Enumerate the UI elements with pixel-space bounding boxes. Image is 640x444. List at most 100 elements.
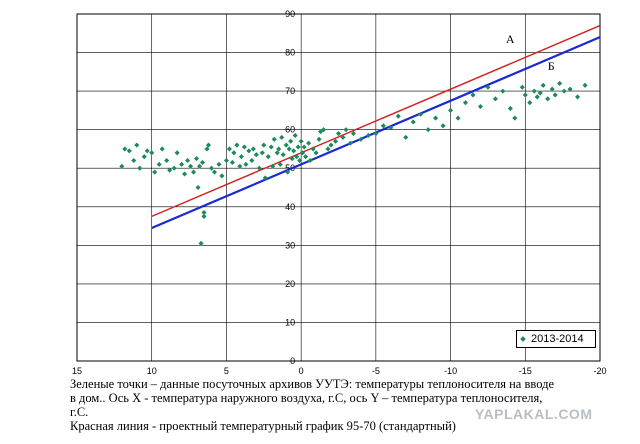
data-point (425, 127, 431, 133)
x-tick-label: -10 (444, 366, 457, 376)
data-point (216, 161, 222, 167)
data-point (283, 142, 289, 148)
data-point (229, 159, 235, 165)
y-tick-label: 80 (285, 48, 295, 58)
y-tick-label: 60 (285, 125, 295, 135)
data-point (204, 146, 210, 152)
data-point (164, 157, 170, 164)
data-point (122, 146, 128, 152)
data-point (241, 144, 247, 150)
data-point (321, 127, 327, 133)
legend-marker (520, 336, 526, 342)
data-point (179, 161, 185, 167)
data-point (310, 146, 316, 152)
data-point (191, 169, 197, 175)
data-point (201, 213, 207, 219)
plot-area (76, 13, 601, 362)
data-point (208, 165, 215, 171)
data-point (285, 169, 291, 175)
data-point (219, 173, 225, 179)
data-point (174, 150, 180, 156)
y-tick-label: 40 (285, 202, 295, 212)
data-point (297, 157, 303, 164)
data-point (198, 240, 204, 246)
reference-line (151, 24, 601, 218)
data-point (388, 125, 394, 131)
x-tick-label: 10 (147, 366, 157, 376)
data-point (265, 154, 271, 160)
data-point (159, 146, 165, 152)
data-point (196, 163, 203, 169)
data-point (289, 156, 295, 162)
x-tick-label: -15 (519, 366, 532, 376)
data-point (332, 138, 339, 144)
data-point (286, 146, 292, 152)
x-tick-label: 15 (72, 366, 82, 376)
data-point (291, 148, 297, 154)
data-point (182, 171, 188, 177)
data-point (448, 107, 454, 113)
data-point (365, 132, 371, 138)
data-point (243, 161, 249, 167)
data-point (226, 146, 232, 152)
data-point (193, 156, 200, 162)
x-tick-label: 0 (299, 366, 304, 376)
data-point (171, 165, 177, 171)
data-point (152, 169, 158, 175)
y-tick-label: 90 (285, 9, 295, 19)
data-point (201, 210, 207, 216)
caption-line-1: Зеленые точки – данные посуточных архиво… (70, 377, 554, 391)
data-point (156, 161, 162, 167)
data-point (137, 165, 143, 171)
data-point (350, 130, 356, 137)
data-point (274, 150, 280, 156)
data-point (292, 132, 298, 138)
x-tick-label: 5 (224, 366, 229, 376)
data-point (231, 150, 237, 156)
curve-label-b: Б (548, 59, 555, 73)
data-point (237, 163, 243, 169)
data-point (347, 140, 353, 146)
data-point (144, 148, 150, 154)
data-point (306, 140, 312, 146)
caption-line-4: Красная линия - проектный температурный … (70, 419, 456, 433)
y-tick-label: 70 (285, 86, 295, 96)
chart-legend: 2013-2014 (516, 330, 596, 348)
data-point (298, 138, 304, 144)
data-point (211, 169, 218, 175)
data-point (205, 142, 212, 148)
data-point (403, 134, 409, 140)
caption-line-2: в дом.. Ось X - температура наружного во… (70, 391, 543, 405)
data-point (141, 154, 147, 160)
legend-label: 2013-2014 (531, 333, 584, 345)
data-point (358, 136, 364, 142)
data-point (119, 163, 125, 169)
watermark: YAPLAKAL.COM (475, 406, 593, 422)
data-point (256, 165, 262, 171)
data-point (185, 157, 191, 164)
data-point (199, 159, 206, 165)
data-point (223, 157, 229, 164)
x-tick-label: -20 (593, 366, 606, 376)
caption-line-3: г.С. (70, 405, 89, 419)
data-point (268, 144, 274, 150)
data-point (280, 152, 286, 158)
data-point (316, 136, 322, 142)
data-point (149, 150, 155, 156)
data-point (250, 146, 256, 152)
y-tick-label: 30 (285, 240, 295, 250)
curve-label-a: А (506, 32, 515, 46)
x-tick-label: -5 (372, 366, 380, 376)
data-point (126, 148, 132, 154)
y-tick-label: 0 (290, 356, 295, 366)
data-point (294, 154, 300, 160)
data-point (279, 134, 285, 140)
data-point (131, 157, 137, 164)
data-point (246, 148, 252, 154)
data-point (249, 157, 255, 164)
data-point (373, 130, 379, 137)
data-point (195, 184, 201, 191)
data-point (262, 175, 268, 181)
y-tick-label: 20 (285, 279, 295, 289)
